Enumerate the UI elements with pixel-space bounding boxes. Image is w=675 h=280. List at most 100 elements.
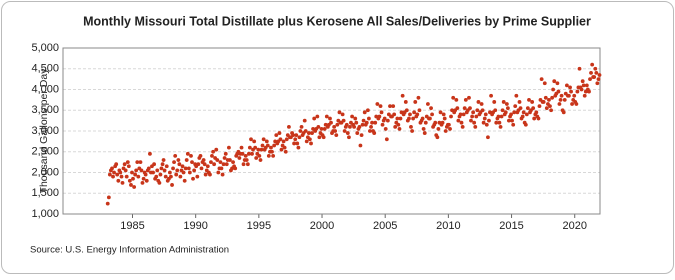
data-point — [228, 158, 232, 162]
y-axis-label: Thousand Gallons per Day — [38, 68, 50, 194]
data-point — [369, 124, 373, 129]
data-point — [372, 131, 377, 135]
data-point — [192, 168, 197, 173]
data-point — [498, 124, 503, 129]
data-point — [112, 170, 116, 175]
data-point — [364, 120, 369, 125]
data-point — [307, 137, 312, 142]
data-point — [240, 151, 245, 156]
data-point — [487, 118, 491, 123]
data-point — [254, 156, 259, 160]
data-point — [520, 114, 525, 119]
data-point — [530, 100, 535, 104]
data-point — [594, 71, 599, 75]
chart-title: Monthly Missouri Total Distillate plus K… — [83, 14, 591, 28]
data-point — [172, 160, 176, 165]
data-point — [494, 120, 499, 125]
data-point — [451, 95, 456, 100]
data-point — [436, 127, 441, 131]
data-point — [329, 120, 333, 125]
y-tick-label: 2,500 — [31, 146, 59, 158]
data-point — [201, 158, 206, 162]
data-point — [455, 106, 460, 111]
data-point — [492, 100, 497, 104]
data-point — [237, 156, 242, 160]
data-point — [261, 137, 266, 142]
data-point — [463, 97, 468, 102]
y-tick-label: 4,000 — [31, 83, 59, 95]
data-point — [342, 129, 347, 133]
data-point — [413, 100, 418, 104]
data-point — [596, 77, 601, 82]
data-point — [337, 110, 342, 115]
data-point — [148, 151, 152, 156]
data-point — [440, 120, 445, 125]
data-point — [322, 127, 327, 131]
data-point — [292, 141, 296, 146]
data-point — [218, 160, 223, 165]
y-tick-label: 1,000 — [31, 208, 59, 220]
data-point — [577, 66, 582, 71]
data-point — [403, 100, 408, 104]
data-point — [220, 172, 225, 177]
data-point — [155, 168, 160, 173]
data-point — [184, 158, 189, 162]
data-point — [317, 135, 322, 140]
data-point — [176, 158, 181, 162]
data-point — [133, 172, 138, 177]
data-point — [191, 176, 195, 181]
data-point — [294, 133, 299, 138]
x-tick-label: 1995 — [247, 220, 271, 232]
data-point — [558, 97, 563, 102]
data-point — [130, 170, 134, 175]
frame — [1, 1, 674, 274]
data-point — [446, 122, 451, 127]
data-point — [271, 154, 276, 158]
data-point — [199, 166, 204, 171]
data-point — [531, 106, 536, 111]
data-point — [426, 102, 430, 106]
data-point — [304, 139, 309, 144]
data-point — [581, 83, 586, 88]
data-point — [391, 104, 396, 108]
data-point — [370, 120, 374, 125]
data-point — [365, 108, 370, 113]
data-point — [589, 71, 593, 75]
data-point — [484, 122, 489, 127]
data-point — [551, 87, 556, 92]
data-point — [328, 116, 332, 121]
data-point — [124, 174, 129, 179]
data-point — [595, 81, 600, 86]
data-point — [362, 110, 367, 115]
data-point — [556, 89, 561, 94]
data-point — [361, 118, 366, 123]
data-point — [221, 162, 226, 167]
data-point — [175, 168, 180, 173]
data-point — [358, 143, 363, 148]
data-point — [247, 145, 252, 150]
data-point — [239, 145, 244, 150]
data-point — [511, 122, 516, 127]
data-point — [214, 147, 219, 152]
data-point — [417, 108, 422, 113]
data-point — [416, 95, 421, 100]
data-point — [249, 137, 253, 142]
data-point — [468, 106, 472, 111]
data-point — [590, 62, 595, 67]
x-tick-label: 2005 — [373, 220, 397, 232]
data-point — [170, 183, 174, 187]
data-point — [454, 97, 459, 102]
data-point — [481, 120, 486, 125]
data-point — [222, 156, 227, 160]
data-point — [203, 172, 208, 177]
y-tick-label: 1,500 — [31, 187, 59, 199]
data-point — [245, 162, 250, 167]
x-tick-label: 1985 — [120, 220, 144, 232]
data-point — [281, 139, 286, 144]
data-point — [574, 102, 579, 106]
data-point — [287, 124, 291, 129]
data-point — [479, 102, 484, 106]
data-point — [504, 102, 509, 106]
data-point — [383, 127, 388, 131]
data-point — [429, 106, 433, 111]
